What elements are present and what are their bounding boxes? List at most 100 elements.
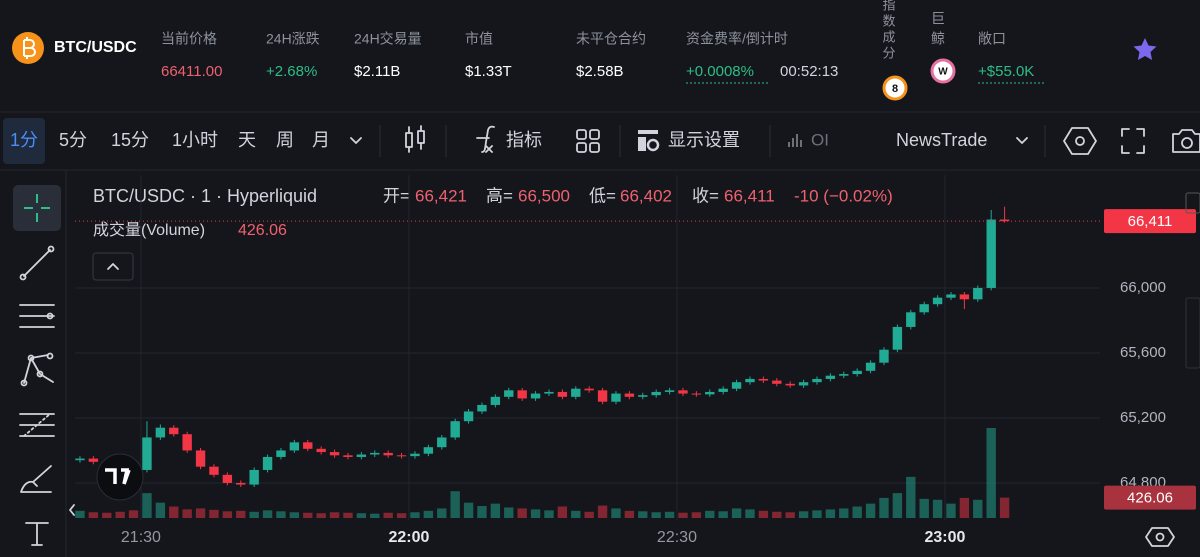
fullscreen-icon[interactable] bbox=[1121, 128, 1145, 154]
volume-bar bbox=[611, 508, 621, 518]
settings-icon[interactable] bbox=[638, 130, 660, 152]
interval[interactable]: 周 bbox=[276, 130, 294, 150]
volume-bar bbox=[664, 511, 675, 518]
pattern-tool[interactable] bbox=[20, 352, 54, 387]
exposure-label: 敞口 bbox=[978, 31, 1006, 47]
source-dropdown[interactable] bbox=[1016, 137, 1028, 144]
volume-bar bbox=[959, 497, 970, 518]
camera-icon[interactable] bbox=[1172, 129, 1200, 153]
tv-logo[interactable] bbox=[96, 453, 144, 501]
interval-dropdown[interactable] bbox=[350, 137, 362, 144]
tv-glyph bbox=[105, 468, 131, 485]
candle-body bbox=[396, 455, 407, 457]
candle-body bbox=[356, 454, 367, 457]
brush-tool[interactable] bbox=[20, 465, 52, 493]
interval[interactable]: 1小时 bbox=[172, 130, 218, 150]
candle-body bbox=[664, 390, 675, 392]
source-select[interactable]: NewsTrade bbox=[896, 130, 987, 150]
volume-bar bbox=[276, 511, 286, 518]
stat-label: 未平仓合约 bbox=[576, 31, 646, 47]
scroll-left[interactable] bbox=[69, 504, 75, 516]
index-badge[interactable] bbox=[882, 75, 908, 101]
volume-bar bbox=[182, 509, 192, 518]
layout-icon[interactable] bbox=[576, 129, 600, 153]
candle-body bbox=[892, 326, 903, 350]
interval-selected bbox=[3, 118, 45, 164]
indicators-button[interactable]: 指标 bbox=[506, 130, 542, 150]
candle-body bbox=[195, 450, 206, 467]
crosshair-tool[interactable] bbox=[24, 194, 50, 222]
candle-body bbox=[75, 458, 85, 461]
candle-body bbox=[182, 434, 192, 451]
collapse-button[interactable] bbox=[92, 252, 134, 281]
candle-body bbox=[343, 455, 353, 457]
volume-bar bbox=[477, 506, 487, 518]
stat-value: 66411.00 bbox=[161, 63, 222, 80]
candle-body bbox=[383, 452, 393, 456]
interval[interactable]: 1分 bbox=[10, 130, 38, 150]
candle-body bbox=[329, 452, 340, 456]
volume-bar bbox=[329, 512, 340, 518]
volume-bar bbox=[142, 493, 152, 518]
funding-rate[interactable]: +0.0008% bbox=[686, 63, 754, 80]
interval[interactable]: 天 bbox=[238, 130, 256, 150]
side-panel-toggle[interactable] bbox=[1185, 192, 1200, 214]
volume-bar bbox=[544, 510, 554, 518]
volume-bar bbox=[450, 491, 460, 518]
text-tool[interactable] bbox=[25, 522, 49, 546]
candle-body bbox=[517, 390, 527, 399]
index-badge-text: 8 bbox=[892, 83, 898, 95]
index-label: 分 bbox=[882, 45, 895, 60]
volume-bar bbox=[651, 512, 661, 518]
candle-body bbox=[718, 388, 728, 392]
fx-icon[interactable] bbox=[476, 125, 495, 153]
volume-bar bbox=[798, 511, 809, 518]
volume-bar bbox=[115, 511, 125, 518]
candle-body bbox=[973, 287, 983, 300]
interval[interactable]: 5分 bbox=[59, 130, 87, 150]
volume-bar bbox=[691, 512, 702, 518]
candle-body bbox=[370, 452, 380, 455]
exposure-value[interactable]: +$55.0K bbox=[978, 63, 1034, 80]
candle-body bbox=[303, 442, 313, 449]
candle-body bbox=[731, 382, 742, 389]
interval[interactable]: 15分 bbox=[111, 130, 149, 150]
volume-bar bbox=[571, 510, 581, 518]
volume-bar bbox=[906, 476, 916, 518]
legend-change: -10 (−0.02%) bbox=[794, 186, 893, 205]
candle-body bbox=[289, 442, 300, 451]
candle-body bbox=[571, 388, 581, 397]
side-panel bbox=[1185, 297, 1200, 369]
candle-body bbox=[879, 349, 889, 363]
volume-bar bbox=[772, 511, 782, 518]
candle-body bbox=[946, 294, 956, 298]
symbol[interactable]: BTC/USDC bbox=[54, 39, 137, 56]
volume-bar bbox=[919, 498, 929, 518]
parallel-tool[interactable] bbox=[19, 304, 55, 328]
oi-button[interactable]: OI bbox=[811, 130, 829, 149]
x-tick-label: 22:00 bbox=[388, 529, 429, 546]
volume-bar bbox=[812, 510, 822, 518]
volume-bar bbox=[262, 510, 273, 518]
whale-badge[interactable] bbox=[930, 58, 956, 84]
candle-body bbox=[410, 453, 420, 457]
candle-body bbox=[624, 393, 635, 397]
legend-value: 66,421 bbox=[415, 186, 467, 205]
line-tool[interactable] bbox=[19, 245, 55, 281]
favorite-star[interactable] bbox=[1133, 38, 1157, 60]
display-settings[interactable]: 显示设置 bbox=[668, 130, 740, 150]
axis-settings[interactable] bbox=[1145, 527, 1175, 547]
volume-bar bbox=[504, 507, 514, 518]
candle-body bbox=[812, 378, 822, 383]
whale-label: 巨 bbox=[931, 11, 945, 27]
interval[interactable]: 月 bbox=[312, 130, 330, 150]
volume-bar bbox=[370, 513, 380, 518]
volume-bar bbox=[825, 509, 836, 518]
fib-tool[interactable] bbox=[19, 413, 55, 437]
hexagon-icon[interactable] bbox=[1063, 127, 1097, 155]
candle-body bbox=[597, 390, 608, 402]
volume-bar bbox=[731, 508, 742, 518]
chart-type-icon[interactable] bbox=[405, 125, 425, 153]
volume-bar bbox=[517, 508, 527, 518]
